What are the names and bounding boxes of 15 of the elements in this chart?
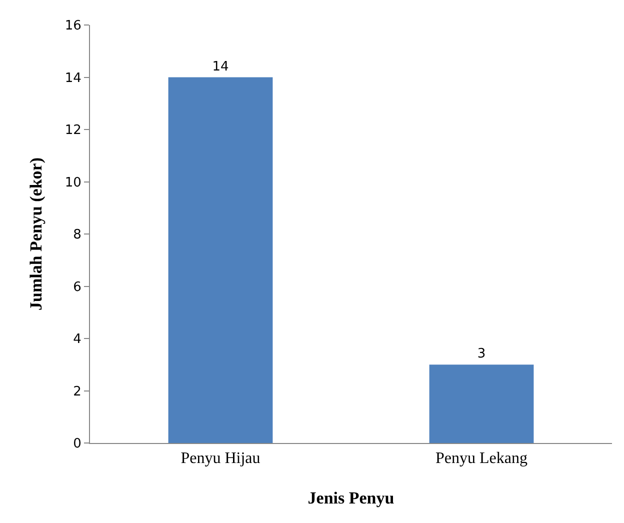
data-label: 14: [212, 59, 229, 74]
x-tick-label: Penyu Lekang: [436, 450, 528, 468]
y-tick-label: 8: [73, 228, 82, 243]
x-axis-title: Jenis Penyu: [308, 488, 394, 508]
data-label: 3: [477, 346, 486, 362]
y-tick-label: 6: [73, 280, 82, 295]
y-tick-label: 4: [73, 332, 82, 348]
y-tick-label: 12: [64, 123, 82, 138]
y-tick-label: 2: [73, 384, 82, 400]
y-tick-label: 14: [64, 70, 82, 86]
x-tick-label: Penyu Hijau: [180, 450, 260, 468]
y-tick-label: 0: [73, 436, 82, 452]
y-axis-title: Jumlah Penyu (ekor): [26, 158, 46, 310]
y-tick-label: 16: [64, 18, 82, 34]
y-tick-label: 10: [64, 175, 82, 190]
